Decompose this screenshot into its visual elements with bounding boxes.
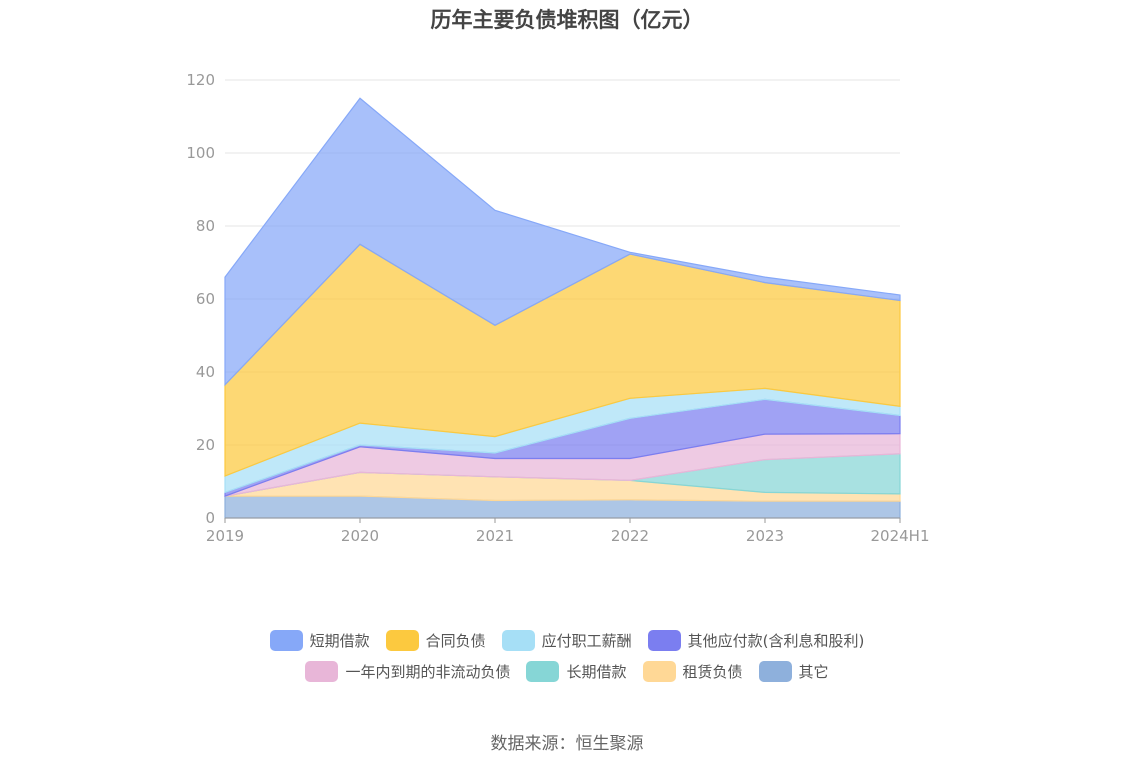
stacked-area-chart: 0 20 40 60 80 100 120 2019 2020 2021 2022 2023 2024H… [186, 71, 929, 545]
legend-item[interactable]: 短期借款 [269, 630, 370, 651]
legend-swatch [647, 630, 681, 651]
y-tick-label: 60 [196, 290, 215, 308]
area-series-layer [224, 97, 901, 519]
legend-label: 应付职工薪酬 [541, 632, 632, 650]
x-tick-label: 2020 [341, 527, 379, 545]
x-tick-label: 2023 [746, 527, 784, 545]
source-note: 数据来源：恒生聚源 [490, 734, 644, 754]
legend-label: 一年内到期的非流动负债 [345, 663, 511, 681]
area-series-7 [224, 97, 901, 387]
legend-item[interactable]: 应付职工薪酬 [501, 630, 632, 651]
x-tick-label: 2021 [476, 527, 514, 545]
y-tick-label: 100 [186, 144, 215, 162]
legend-label: 长期借款 [566, 663, 627, 681]
legend-label: 短期借款 [309, 632, 370, 650]
legend-item[interactable]: 长期借款 [526, 661, 627, 682]
legend-item[interactable]: 租赁负债 [642, 661, 743, 682]
legend-swatch [269, 630, 303, 651]
legend-swatch [305, 661, 339, 682]
legend-swatch [526, 661, 560, 682]
legend-item[interactable]: 合同负债 [385, 630, 486, 651]
legend-item[interactable]: 其他应付款(含利息和股利) [647, 630, 865, 651]
x-tick-label: 2022 [611, 527, 649, 545]
legend-label: 租赁负债 [682, 663, 743, 681]
legend-item[interactable]: 一年内到期的非流动负债 [305, 661, 510, 682]
legend: 短期借款 合同负债 应付职工薪酬 其他应付款(含利息和股利) 一年内到期的非流动负债 长… [0, 630, 1134, 692]
y-tick-label: 40 [196, 363, 215, 381]
x-tick-label: 2019 [206, 527, 244, 545]
legend-label: 合同负债 [425, 632, 486, 650]
legend-label: 其他应付款(含利息和股利) [687, 632, 865, 650]
y-tick-label: 80 [196, 217, 215, 235]
y-tick-label: 20 [196, 436, 215, 454]
axis-layer: 0 20 40 60 80 100 120 2019 2020 2021 2022 2023 2024H… [186, 71, 929, 545]
x-tick-label: 2024H1 [871, 527, 930, 545]
legend-swatch [642, 661, 676, 682]
legend-row: 短期借款 合同负债 应付职工薪酬 其他应付款(含利息和股利) [0, 630, 1134, 651]
legend-row: 一年内到期的非流动负债 长期借款 租赁负债 其它 [0, 661, 1134, 682]
legend-swatch [758, 661, 792, 682]
y-tick-label: 0 [205, 509, 215, 527]
legend-label: 其它 [798, 663, 829, 681]
y-tick-label: 120 [186, 71, 215, 89]
legend-swatch [501, 630, 535, 651]
chart-title: 历年主要负债堆积图（亿元） [430, 8, 704, 32]
legend-item[interactable]: 其它 [758, 661, 829, 682]
legend-swatch [385, 630, 419, 651]
